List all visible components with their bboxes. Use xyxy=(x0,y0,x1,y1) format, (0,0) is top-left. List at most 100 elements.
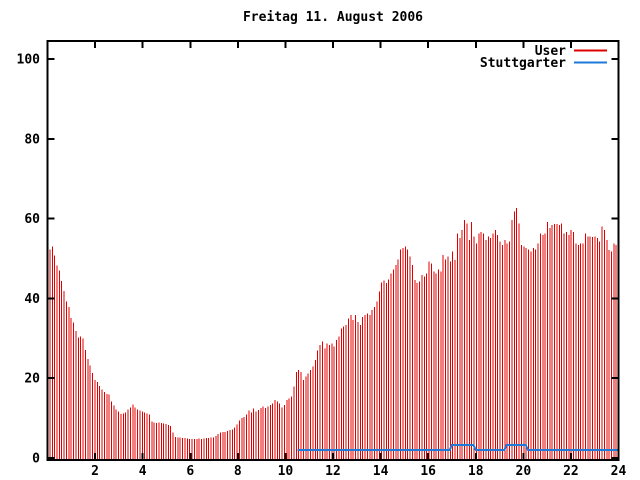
user-impulse-bar xyxy=(565,231,567,459)
user-impulse-bar xyxy=(554,224,556,459)
user-impulse-bar xyxy=(374,306,376,459)
user-impulse-bar xyxy=(388,279,390,459)
user-impulse-bar xyxy=(490,238,492,459)
user-impulse-bar xyxy=(137,409,139,459)
user-impulse-bar xyxy=(274,400,276,459)
legend-user-label: User xyxy=(535,44,566,59)
user-impulse-bar xyxy=(331,343,333,459)
user-impulse-bar xyxy=(456,233,458,459)
user-impulse-bar xyxy=(333,346,335,459)
user-impulse-bar xyxy=(186,438,188,459)
user-impulse-bar xyxy=(82,338,84,459)
user-impulse-bar xyxy=(357,321,359,459)
user-impulse-bar xyxy=(397,259,399,459)
user-impulse-bar xyxy=(177,437,179,459)
user-impulse-bar xyxy=(530,251,532,459)
x-tick-label: 18 xyxy=(468,464,484,479)
user-impulse-bar xyxy=(352,319,354,459)
user-impulse-bar xyxy=(189,438,191,459)
user-impulse-bar xyxy=(92,373,94,459)
user-impulse-bar xyxy=(340,328,342,459)
user-impulse-bar xyxy=(599,241,601,459)
user-impulse-bar xyxy=(407,249,409,459)
user-impulse-bar xyxy=(613,243,615,459)
user-impulse-bar xyxy=(414,280,416,459)
user-impulse-bar xyxy=(589,236,591,459)
user-impulse-bar xyxy=(435,273,437,459)
user-impulse-bar xyxy=(454,260,456,459)
user-impulse-bar xyxy=(165,424,167,459)
stuttgarter-step-line xyxy=(297,443,618,451)
user-impulse-bar xyxy=(63,290,65,459)
user-series-impulses xyxy=(49,208,617,460)
user-impulse-bar xyxy=(404,246,406,459)
user-impulse-bar xyxy=(575,243,577,459)
user-impulse-bar xyxy=(547,221,549,459)
x-tick-label: 14 xyxy=(373,464,389,479)
x-tick-label: 16 xyxy=(420,464,436,479)
y-tick-label: 80 xyxy=(24,132,40,147)
user-impulse-bar xyxy=(461,229,463,459)
user-impulse-bar xyxy=(523,246,525,459)
user-impulse-bar xyxy=(122,413,124,459)
user-impulse-bar xyxy=(160,422,162,459)
x-tick-label: 24 xyxy=(611,464,627,479)
user-impulse-bar xyxy=(167,424,169,459)
user-impulse-bar xyxy=(77,337,79,459)
user-impulse-bar xyxy=(542,234,544,459)
user-impulse-bar xyxy=(56,265,58,459)
user-impulse-bar xyxy=(606,240,608,459)
user-impulse-bar xyxy=(148,414,150,459)
user-impulse-bar xyxy=(129,407,131,459)
user-impulse-bar xyxy=(182,438,184,459)
y-tick-label: 20 xyxy=(24,372,40,387)
user-impulse-bar xyxy=(134,407,136,459)
user-impulse-bar xyxy=(179,437,181,459)
user-impulse-bar xyxy=(68,307,70,459)
user-impulse-bar xyxy=(464,219,466,459)
user-impulse-bar xyxy=(115,409,117,459)
user-impulse-bar xyxy=(416,283,418,459)
user-impulse-bar xyxy=(532,248,534,459)
x-tick-label: 12 xyxy=(325,464,341,479)
user-impulse-bar xyxy=(302,379,304,459)
user-impulse-bar xyxy=(326,343,328,459)
user-impulse-bar xyxy=(224,432,226,459)
user-impulse-bar xyxy=(338,336,340,459)
user-impulse-bar xyxy=(580,243,582,459)
user-impulse-bar xyxy=(468,240,470,459)
user-impulse-bar xyxy=(170,426,172,459)
user-impulse-bar xyxy=(390,273,392,459)
user-impulse-bar xyxy=(366,313,368,459)
user-impulse-bar xyxy=(246,414,248,459)
user-impulse-bar xyxy=(433,271,435,459)
user-impulse-bar xyxy=(511,219,513,459)
user-impulse-bar xyxy=(409,256,411,459)
user-impulse-bar xyxy=(196,438,198,459)
user-impulse-bar xyxy=(355,315,357,459)
user-impulse-bar xyxy=(385,282,387,459)
user-impulse-bar xyxy=(440,271,442,459)
user-impulse-bar xyxy=(300,371,302,459)
user-impulse-bar xyxy=(312,366,314,459)
user-impulse-bar xyxy=(487,236,489,459)
user-impulse-bar xyxy=(305,376,307,459)
y-tick-label: 60 xyxy=(24,212,40,227)
user-impulse-bar xyxy=(376,301,378,459)
user-impulse-bar xyxy=(587,236,589,459)
user-impulse-bar xyxy=(151,421,153,459)
user-impulse-bar xyxy=(492,233,494,459)
stuttgarter-series-line xyxy=(297,443,618,451)
user-impulse-bar xyxy=(120,414,122,459)
user-impulse-bar xyxy=(426,273,428,459)
user-impulse-bar xyxy=(525,248,527,459)
user-impulse-bar xyxy=(212,437,214,459)
user-impulse-bar xyxy=(215,436,217,459)
user-impulse-bar xyxy=(118,411,120,459)
user-impulse-bar xyxy=(84,349,86,459)
user-impulse-bar xyxy=(257,410,259,459)
x-tick-label: 2 xyxy=(91,464,99,479)
user-impulse-bar xyxy=(369,315,371,459)
user-impulse-bar xyxy=(234,427,236,459)
user-impulse-bar xyxy=(518,223,520,459)
